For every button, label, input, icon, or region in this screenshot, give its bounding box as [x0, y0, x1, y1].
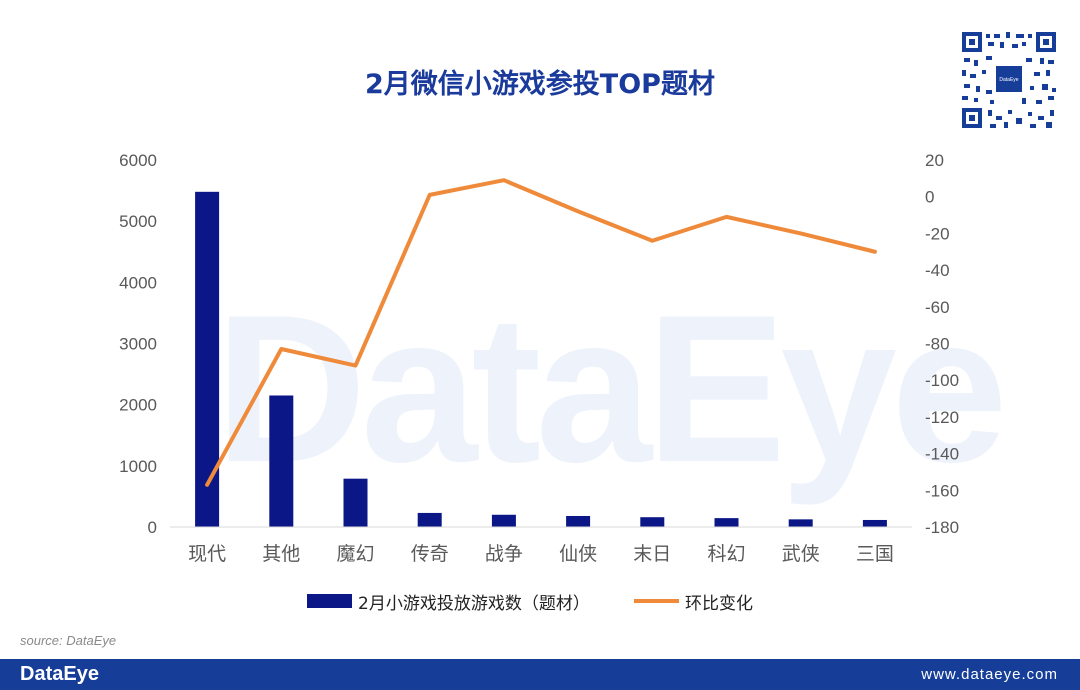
bar-7	[714, 518, 739, 527]
legend-bar-swatch	[307, 594, 352, 608]
line-point-2	[355, 365, 356, 367]
line-point-9	[874, 251, 876, 253]
x-tick-7: 科幻	[707, 543, 745, 565]
x-tick-3: 传奇	[411, 543, 449, 565]
bar-3	[417, 512, 442, 527]
y-right-tick-2: -140	[925, 445, 959, 464]
legend-line-swatch	[634, 599, 679, 603]
bar-4	[491, 514, 516, 527]
axes-layer: 0 1000 2000 3000 4000 5000 6000 -180 -160 -140 -12…	[119, 151, 959, 565]
y-right-tick-7: -40	[925, 261, 950, 280]
line-point-8	[800, 232, 802, 234]
footer-bar: DataEye www.dataeye.com	[0, 659, 1080, 690]
y-right-tick-4: -100	[925, 371, 959, 390]
bar-1	[269, 395, 294, 527]
y-right-tick-0: -180	[925, 518, 959, 537]
y-left-tick-5: 5000	[119, 212, 157, 231]
y-right-tick-6: -60	[925, 298, 950, 317]
source-note: source: DataEye	[20, 633, 117, 648]
legend-bar-label: 2月小游戏投放游戏数（题材）	[358, 593, 590, 614]
bar-5	[566, 515, 591, 527]
bar-2	[343, 478, 368, 527]
x-tick-8: 武侠	[782, 543, 820, 565]
legend-item-line: 环比变化	[634, 588, 753, 614]
legend-item-bar: 2月小游戏投放游戏数（题材）	[307, 588, 590, 614]
x-tick-1: 其他	[262, 543, 300, 565]
line-point-7	[726, 216, 727, 218]
x-tick-5: 仙侠	[559, 543, 597, 565]
line-point-5	[577, 210, 579, 212]
y-right-tick-9: 0	[925, 188, 934, 207]
x-tick-9: 三国	[856, 543, 894, 565]
y-right-tick-8: -20	[925, 224, 950, 243]
bar-0	[195, 191, 220, 527]
watermark: DataEye	[215, 271, 1008, 506]
bar-6	[640, 517, 665, 527]
x-tick-4: 战争	[485, 543, 523, 565]
x-tick-6: 末日	[633, 543, 671, 565]
y-right-tick-10: 20	[925, 151, 944, 170]
chart-title: 2月微信小游戏参投TOP题材	[365, 69, 715, 100]
bar-8	[788, 519, 813, 527]
bar-9	[862, 519, 887, 527]
y-right-tick-3: -120	[925, 408, 959, 427]
line-point-3	[429, 194, 431, 196]
line-point-4	[503, 179, 505, 181]
legend-line-label: 环比变化	[685, 593, 753, 614]
line-layer	[205, 178, 877, 487]
x-tick-0: 现代	[188, 543, 226, 565]
x-tick-2: 魔幻	[336, 543, 374, 565]
qr-center-label: DataEye	[999, 77, 1018, 83]
y-left-tick-0: 0	[148, 518, 157, 537]
y-right-tick-1: -160	[925, 481, 959, 500]
footer-url[interactable]: www.dataeye.com	[921, 666, 1058, 683]
qr-code-icon: DataEye	[960, 30, 1058, 130]
y-left-tick-3: 3000	[119, 335, 157, 354]
bars-layer	[195, 191, 887, 527]
legend: 2月小游戏投放游戏数（题材） 环比变化	[0, 588, 1080, 614]
line-point-6	[651, 240, 653, 242]
y-left-tick-6: 6000	[119, 151, 157, 170]
y-left-tick-4: 4000	[119, 273, 157, 292]
line-series-change	[205, 178, 877, 487]
line-point-1	[280, 348, 282, 350]
footer-logo: DataEye	[20, 663, 99, 685]
y-left-tick-1: 1000	[119, 457, 157, 476]
line-point-0	[206, 484, 208, 486]
y-left-tick-2: 2000	[119, 396, 157, 415]
y-right-tick-5: -80	[925, 335, 950, 354]
